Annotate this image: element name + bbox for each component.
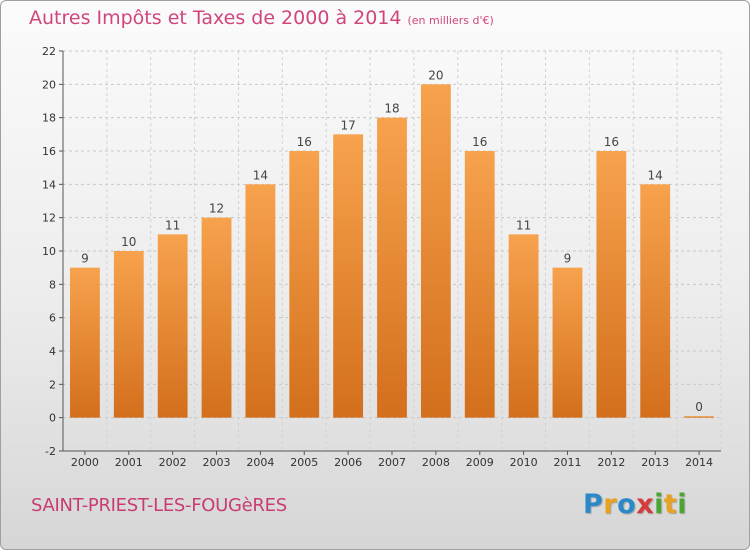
data-label: 9	[564, 252, 572, 266]
data-label: 18	[384, 102, 399, 116]
x-tick-label: 2007	[378, 456, 406, 469]
y-tick-label: 22	[42, 45, 56, 58]
x-tick-label: 2009	[466, 456, 494, 469]
x-tick-label: 2014	[685, 456, 713, 469]
data-label: 14	[253, 168, 268, 182]
bar	[289, 151, 320, 418]
x-tick-label: 2008	[422, 456, 450, 469]
bar	[157, 234, 188, 418]
chart-unit-note: (en milliers d'€)	[407, 14, 494, 27]
y-tick-label: 4	[49, 345, 56, 358]
data-label: 12	[209, 202, 224, 216]
y-tick-label: 6	[49, 312, 56, 325]
y-tick-label: 20	[42, 78, 56, 91]
data-label: 14	[648, 168, 663, 182]
x-tick-label: 2004	[246, 456, 274, 469]
data-label: 11	[165, 218, 180, 232]
x-tick-label: 2005	[290, 456, 318, 469]
x-tick-label: 2003	[203, 456, 231, 469]
logo-letter: P	[583, 489, 604, 520]
data-label: 0	[695, 400, 703, 414]
bar	[201, 217, 232, 418]
logo-letter: i	[677, 489, 688, 520]
x-tick-label: 2012	[597, 456, 625, 469]
data-label: 20	[428, 68, 443, 82]
data-labels: 9 10 11 12 14 16 17 18 20 16 11 9 16 14 0	[81, 68, 703, 414]
y-tick-label: 2	[49, 378, 56, 391]
x-tick-label: 2010	[510, 456, 538, 469]
bar	[684, 416, 714, 418]
logo-letter: r	[603, 489, 618, 520]
x-tick-label: 2002	[159, 456, 187, 469]
data-label: 10	[121, 235, 136, 249]
x-tick-label: 2006	[334, 456, 362, 469]
bar	[508, 234, 539, 418]
chart-title-text: Autres Impôts et Taxes de 2000 à 2014	[29, 7, 402, 29]
y-tick-label: 10	[42, 245, 56, 258]
logo-letter: i	[654, 489, 664, 520]
bar	[640, 184, 671, 418]
y-tick-label: 8	[49, 278, 56, 291]
proxiti-logo[interactable]: Proxiti	[583, 489, 687, 520]
commune-name: SAINT-PRIEST-LES-FOUGèRES	[31, 495, 287, 516]
bar	[420, 84, 451, 418]
bar	[464, 151, 495, 418]
bar	[377, 117, 407, 418]
y-tick-label: 14	[42, 178, 56, 191]
data-label: 11	[516, 218, 531, 232]
bar	[596, 151, 627, 418]
bar	[552, 267, 583, 418]
bars	[70, 84, 714, 418]
y-tick-label: 12	[42, 212, 56, 225]
x-tick-label: 2011	[553, 456, 581, 469]
x-tick-label: 2013	[641, 456, 669, 469]
logo-letter: o	[617, 489, 637, 520]
x-tick-label: 2001	[115, 456, 143, 469]
y-tick-label: -2	[45, 445, 56, 458]
y-tick-label: 0	[49, 412, 56, 425]
data-label: 16	[604, 135, 619, 149]
bar	[70, 267, 100, 418]
logo-letter: t	[663, 489, 678, 520]
data-label: 16	[297, 135, 312, 149]
data-label: 17	[340, 118, 355, 132]
data-label: 9	[81, 252, 89, 266]
y-tick-label: 18	[42, 112, 56, 125]
x-tick-label: 2000	[71, 456, 99, 469]
bar	[245, 184, 276, 418]
data-label: 16	[472, 135, 487, 149]
chart-title: Autres Impôts et Taxes de 2000 à 2014 (en…	[29, 7, 494, 29]
bar	[333, 134, 364, 418]
logo-letter: x	[636, 489, 655, 520]
y-tick-label: 16	[42, 145, 56, 158]
bar	[113, 251, 144, 418]
